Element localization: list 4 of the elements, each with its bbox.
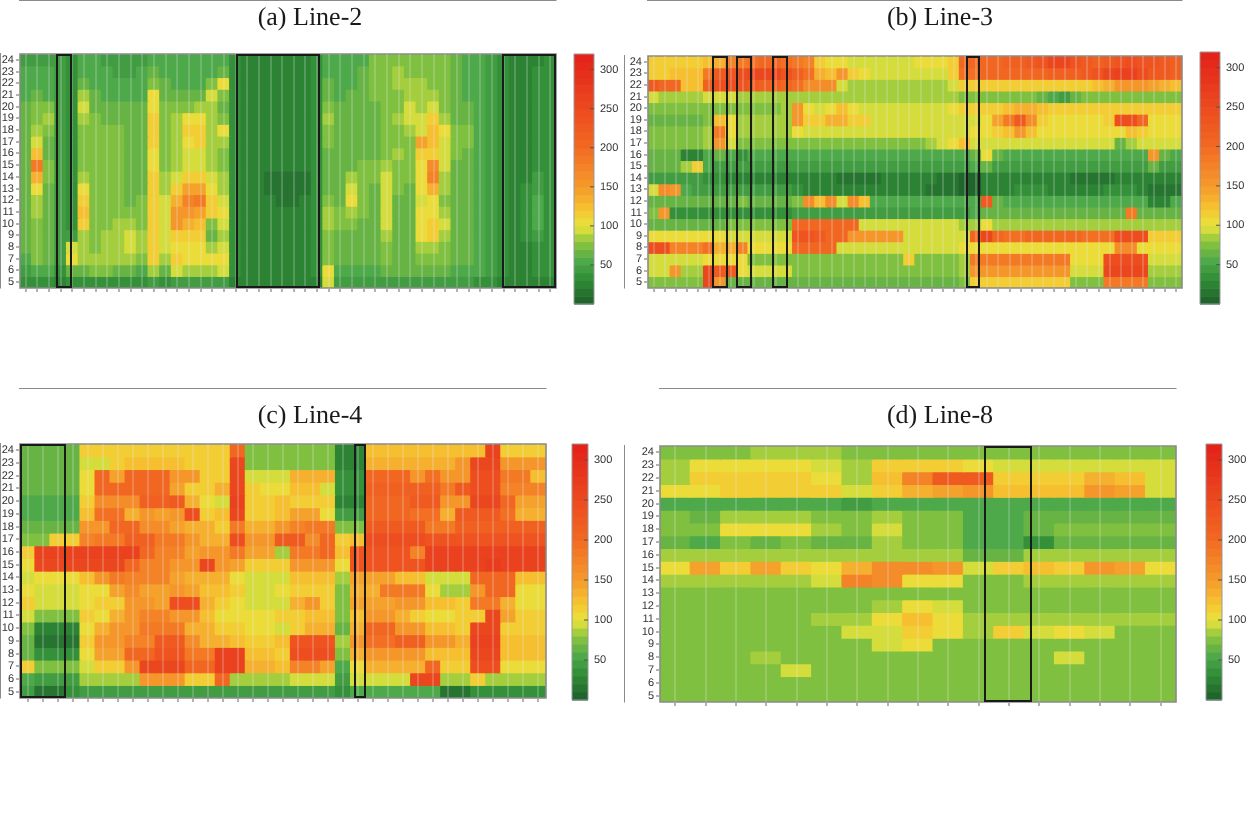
chart-title: (c) Line-4 xyxy=(257,398,364,429)
chart-title: (a) Line-2 xyxy=(257,0,363,31)
chart-title: (b) Line-3 xyxy=(886,0,994,31)
chart-title: (d) Line-8 xyxy=(886,398,994,429)
